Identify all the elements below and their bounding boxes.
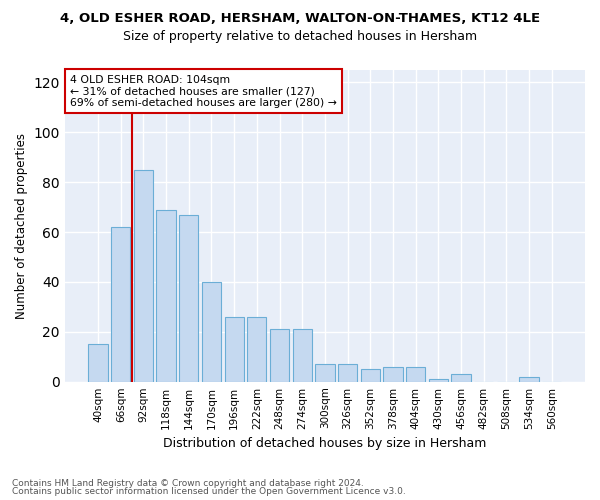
Text: 4, OLD ESHER ROAD, HERSHAM, WALTON-ON-THAMES, KT12 4LE: 4, OLD ESHER ROAD, HERSHAM, WALTON-ON-TH… [60,12,540,26]
X-axis label: Distribution of detached houses by size in Hersham: Distribution of detached houses by size … [163,437,487,450]
Text: 4 OLD ESHER ROAD: 104sqm
← 31% of detached houses are smaller (127)
69% of semi-: 4 OLD ESHER ROAD: 104sqm ← 31% of detach… [70,74,337,108]
Bar [361,369,380,382]
Bar [520,376,539,382]
Bar [338,364,357,382]
Bar [224,317,244,382]
Bar [270,330,289,382]
Bar [157,210,176,382]
Bar [406,366,425,382]
Bar [179,214,199,382]
Bar [451,374,470,382]
Bar [383,366,403,382]
Bar [134,170,153,382]
Bar [111,227,130,382]
Bar [315,364,335,382]
Bar [428,379,448,382]
Text: Size of property relative to detached houses in Hersham: Size of property relative to detached ho… [123,30,477,43]
Bar [202,282,221,382]
Bar [88,344,108,382]
Bar [293,330,312,382]
Text: Contains HM Land Registry data © Crown copyright and database right 2024.: Contains HM Land Registry data © Crown c… [12,479,364,488]
Y-axis label: Number of detached properties: Number of detached properties [15,133,28,319]
Bar [247,317,266,382]
Text: Contains public sector information licensed under the Open Government Licence v3: Contains public sector information licen… [12,487,406,496]
